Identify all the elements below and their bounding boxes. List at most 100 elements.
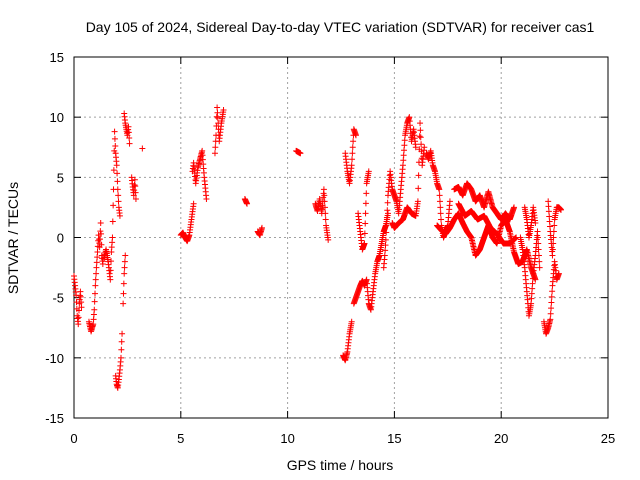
- data-point-marker: [529, 275, 536, 282]
- data-point-marker: [118, 346, 125, 353]
- data-point-marker: [321, 198, 328, 205]
- chart-title: Day 105 of 2024, Sidereal Day-to-day VTE…: [86, 19, 595, 35]
- data-point-marker: [125, 123, 132, 130]
- data-point-marker: [528, 290, 535, 297]
- data-point-marker: [132, 195, 139, 202]
- data-point-marker: [93, 259, 100, 266]
- data-point-marker: [535, 240, 542, 247]
- data-point-marker: [545, 208, 552, 215]
- data-point-marker: [414, 198, 421, 205]
- data-point-marker: [421, 144, 428, 151]
- y-axis-label: SDTVAR / TECUs: [5, 182, 21, 294]
- data-point-marker: [120, 280, 127, 287]
- data-point-marker: [325, 236, 332, 243]
- data-point-marker: [549, 246, 556, 253]
- data-point-marker: [555, 270, 562, 277]
- data-point-marker: [352, 132, 359, 139]
- data-point-marker: [120, 300, 127, 307]
- data-point-marker: [322, 216, 329, 223]
- data-point-marker: [437, 204, 444, 211]
- y-tick-label: 5: [57, 170, 64, 185]
- data-point-marker: [349, 156, 356, 163]
- data-point-marker: [535, 246, 542, 253]
- data-point-marker: [109, 218, 116, 225]
- data-point-marker: [107, 276, 114, 283]
- data-point-marker: [535, 252, 542, 259]
- data-point-marker: [383, 229, 390, 236]
- x-tick-label: 10: [280, 431, 294, 446]
- data-point-marker: [550, 240, 557, 247]
- data-point-marker: [363, 190, 370, 197]
- data-point-marker: [131, 176, 138, 183]
- data-point-marker: [94, 248, 101, 255]
- data-point-marker: [401, 147, 408, 154]
- data-point-marker: [111, 135, 118, 142]
- data-point-marker: [214, 104, 221, 111]
- data-point-marker: [418, 141, 425, 148]
- data-point-marker: [114, 186, 121, 193]
- data-point-marker: [321, 204, 328, 211]
- data-point-marker: [132, 183, 139, 190]
- data-point-marker: [212, 144, 219, 151]
- data-point-marker: [107, 267, 114, 274]
- data-point-marker: [112, 143, 119, 150]
- data-point-marker: [91, 306, 98, 313]
- data-point-marker: [98, 230, 105, 237]
- data-point-marker: [550, 228, 557, 235]
- data-point-marker: [549, 252, 556, 259]
- y-tick-label: -5: [52, 291, 64, 306]
- data-point-marker: [110, 202, 117, 209]
- data-point-marker: [446, 198, 453, 205]
- data-point-marker: [93, 270, 100, 277]
- x-tick-label: 0: [70, 431, 77, 446]
- data-point-marker: [75, 314, 82, 321]
- data-point-marker: [92, 282, 99, 289]
- data-point-marker: [400, 152, 407, 159]
- data-point-marker: [529, 280, 536, 287]
- data-point-marker: [125, 129, 132, 136]
- data-point-marker: [322, 210, 329, 217]
- data-point-marker: [213, 113, 220, 120]
- data-point-marker: [548, 305, 555, 312]
- data-point-marker: [78, 299, 85, 306]
- data-point-marker: [92, 276, 99, 283]
- data-point-marker: [362, 210, 369, 217]
- x-axis-label: GPS time / hours: [287, 457, 394, 473]
- data-point-marker: [384, 199, 391, 206]
- data-point-marker: [545, 198, 552, 205]
- data-point-marker: [258, 224, 265, 231]
- data-point-marker: [297, 150, 304, 157]
- data-point-marker: [546, 213, 553, 220]
- data-point-marker: [93, 264, 100, 271]
- data-point-marker: [214, 114, 221, 121]
- x-tick-label: 5: [177, 431, 184, 446]
- data-point-marker: [348, 318, 355, 325]
- data-point-marker: [349, 144, 356, 151]
- x-tick-label: 15: [387, 431, 401, 446]
- data-point-marker: [415, 172, 422, 179]
- data-point-marker: [109, 234, 116, 241]
- data-point-marker: [348, 162, 355, 169]
- data-point-marker: [362, 200, 369, 207]
- data-point-marker: [401, 137, 408, 144]
- data-point-marker: [436, 192, 443, 199]
- data-point-marker: [548, 299, 555, 306]
- data-point-marker: [121, 264, 128, 271]
- x-tick-labels: 0 5 10 15 20 25: [70, 431, 615, 446]
- data-point-marker: [534, 228, 541, 235]
- data-point-marker: [382, 242, 389, 249]
- data-point-marker: [110, 167, 117, 174]
- y-tick-label: -10: [45, 351, 64, 366]
- data-point-marker: [111, 128, 118, 135]
- data-point-marker: [536, 258, 543, 265]
- data-point-marker: [415, 185, 422, 192]
- data-point-marker: [401, 142, 408, 149]
- data-point-marker: [549, 288, 556, 295]
- data-point-marker: [321, 192, 328, 199]
- data-point-marker: [120, 290, 127, 297]
- y-tick-labels: -15 -10 -5 0 5 10 15: [45, 50, 64, 426]
- data-point-marker: [436, 198, 443, 205]
- grid-lines: [74, 57, 608, 418]
- data-point-marker: [545, 203, 552, 210]
